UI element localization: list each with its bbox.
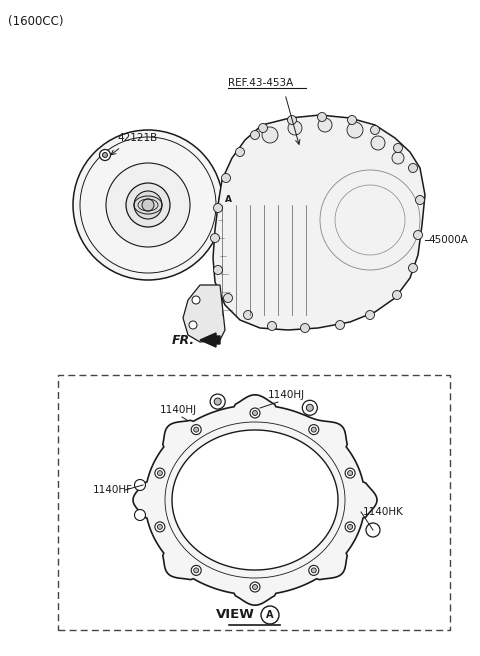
Text: FR.: FR. <box>172 333 195 346</box>
Text: 1140HJ: 1140HJ <box>160 405 197 415</box>
Text: A: A <box>225 195 231 205</box>
Circle shape <box>336 321 345 329</box>
Circle shape <box>345 468 355 478</box>
Circle shape <box>250 408 260 418</box>
Text: A: A <box>266 610 274 620</box>
Circle shape <box>267 321 276 331</box>
Circle shape <box>219 191 237 209</box>
Circle shape <box>392 152 404 164</box>
Circle shape <box>224 293 232 302</box>
Circle shape <box>348 115 357 125</box>
Polygon shape <box>213 115 425 330</box>
Circle shape <box>236 148 244 157</box>
Circle shape <box>155 522 165 532</box>
Circle shape <box>126 183 170 227</box>
Circle shape <box>394 144 403 152</box>
Text: 1140HF: 1140HF <box>93 485 133 495</box>
Circle shape <box>365 310 374 319</box>
FancyArrow shape <box>237 194 255 207</box>
Circle shape <box>408 264 418 272</box>
Circle shape <box>211 234 219 243</box>
Circle shape <box>191 424 201 435</box>
Circle shape <box>371 136 385 150</box>
Text: 42121B: 42121B <box>117 133 157 143</box>
Circle shape <box>214 398 221 405</box>
Circle shape <box>194 568 199 573</box>
Circle shape <box>302 400 317 415</box>
Circle shape <box>250 582 260 592</box>
Bar <box>58 375 450 630</box>
Circle shape <box>371 125 380 134</box>
Text: 45000A: 45000A <box>428 235 468 245</box>
Circle shape <box>261 606 279 624</box>
Circle shape <box>309 424 319 435</box>
Circle shape <box>300 323 310 333</box>
Circle shape <box>134 480 145 491</box>
Circle shape <box>221 173 230 182</box>
Circle shape <box>348 524 353 529</box>
Circle shape <box>189 321 197 329</box>
Circle shape <box>311 427 316 432</box>
Text: VIEW: VIEW <box>216 609 255 621</box>
Circle shape <box>243 310 252 319</box>
FancyArrow shape <box>200 333 220 347</box>
Circle shape <box>413 230 422 239</box>
Circle shape <box>210 394 225 409</box>
Text: 1140HK: 1140HK <box>363 507 404 517</box>
Circle shape <box>366 523 380 537</box>
Text: 1140HJ: 1140HJ <box>268 390 305 400</box>
Text: REF.43-453A: REF.43-453A <box>228 78 293 88</box>
Circle shape <box>262 127 278 143</box>
Circle shape <box>288 121 302 135</box>
Circle shape <box>416 195 424 205</box>
Circle shape <box>103 152 108 157</box>
Circle shape <box>259 123 267 133</box>
Circle shape <box>99 150 110 161</box>
Circle shape <box>134 510 145 520</box>
Circle shape <box>214 203 223 213</box>
Circle shape <box>408 163 418 173</box>
Circle shape <box>309 565 319 575</box>
Circle shape <box>192 296 200 304</box>
Polygon shape <box>183 285 225 342</box>
Circle shape <box>251 131 260 140</box>
Circle shape <box>252 411 257 415</box>
Circle shape <box>134 191 162 219</box>
Circle shape <box>157 524 162 529</box>
Circle shape <box>191 565 201 575</box>
Circle shape <box>252 584 257 590</box>
Circle shape <box>306 404 313 411</box>
Circle shape <box>393 291 401 300</box>
Circle shape <box>288 115 297 125</box>
Text: (1600CC): (1600CC) <box>8 15 63 28</box>
Circle shape <box>348 470 353 476</box>
Circle shape <box>194 427 199 432</box>
Polygon shape <box>172 430 338 570</box>
Circle shape <box>347 122 363 138</box>
Circle shape <box>155 468 165 478</box>
Circle shape <box>142 199 154 211</box>
Circle shape <box>214 266 223 274</box>
Circle shape <box>317 112 326 121</box>
Circle shape <box>311 568 316 573</box>
Circle shape <box>157 470 162 476</box>
Circle shape <box>345 522 355 532</box>
Polygon shape <box>133 395 377 605</box>
Circle shape <box>318 118 332 132</box>
Circle shape <box>73 130 223 280</box>
Circle shape <box>106 163 190 247</box>
